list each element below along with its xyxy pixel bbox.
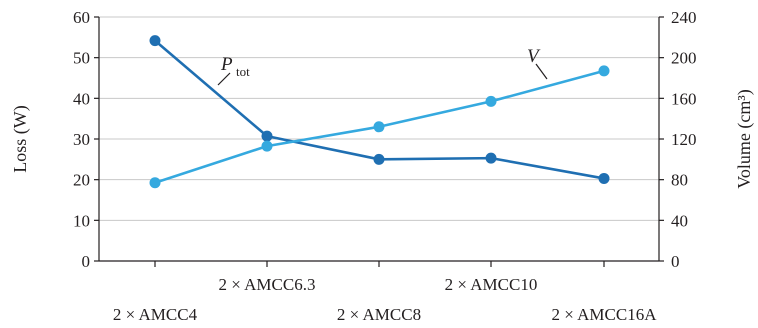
left-axis-ticks: 0 10 20 30 40 50 60 xyxy=(73,8,99,271)
data-point-v xyxy=(373,121,385,133)
data-point-p xyxy=(261,130,273,142)
right-axis-ticks: 0 40 80 120 160 200 240 xyxy=(659,8,697,271)
data-point-p xyxy=(149,35,161,47)
leader-line-v xyxy=(535,63,548,80)
x-category-label: 2 × AMCC8 xyxy=(337,305,421,324)
y-left-tick-label: 40 xyxy=(73,89,90,108)
data-point-v xyxy=(261,140,273,152)
y-left-tick-label: 20 xyxy=(73,171,90,190)
data-point-v xyxy=(485,95,497,107)
x-category-label: 2 × AMCC16A xyxy=(552,305,658,324)
x-category-label: 2 × AMCC6.3 xyxy=(219,275,316,294)
data-point-p xyxy=(373,153,385,165)
leader-line-p xyxy=(217,72,231,86)
series-label-p-subscript: tot xyxy=(236,64,250,79)
y-right-tick-label: 80 xyxy=(671,171,688,190)
series-lines xyxy=(149,35,610,189)
y-left-tick-label: 0 xyxy=(82,252,91,271)
y-right-tick-label: 160 xyxy=(671,89,697,108)
y-right-tick-label: 0 xyxy=(671,252,680,271)
y-axis-left-title: Loss (W) xyxy=(10,105,31,172)
series-label-v: V xyxy=(527,46,541,67)
y-axis-right-title: Volume (cm³) xyxy=(734,89,755,189)
y-left-tick-label: 30 xyxy=(73,130,90,149)
data-point-p xyxy=(598,172,610,184)
y-left-tick-label: 10 xyxy=(73,211,90,230)
category-labels: 2 × AMCC4 2 × AMCC6.3 2 × AMCC8 2 × AMCC10 2… xyxy=(113,275,657,324)
y-right-tick-label: 200 xyxy=(671,49,697,68)
data-point-v xyxy=(149,177,161,189)
y-right-tick-label: 240 xyxy=(671,8,697,27)
y-right-tick-label: 120 xyxy=(671,130,697,149)
x-category-label: 2 × AMCC4 xyxy=(113,305,198,324)
axes xyxy=(98,17,660,267)
x-category-label: 2 × AMCC10 xyxy=(445,275,538,294)
gridlines xyxy=(99,16,659,221)
data-point-v xyxy=(598,65,610,77)
y-left-tick-label: 50 xyxy=(73,49,90,68)
data-point-p xyxy=(485,152,497,164)
y-right-tick-label: 40 xyxy=(671,211,688,230)
series-label-p: P xyxy=(220,54,233,75)
y-left-tick-label: 60 xyxy=(73,8,90,27)
